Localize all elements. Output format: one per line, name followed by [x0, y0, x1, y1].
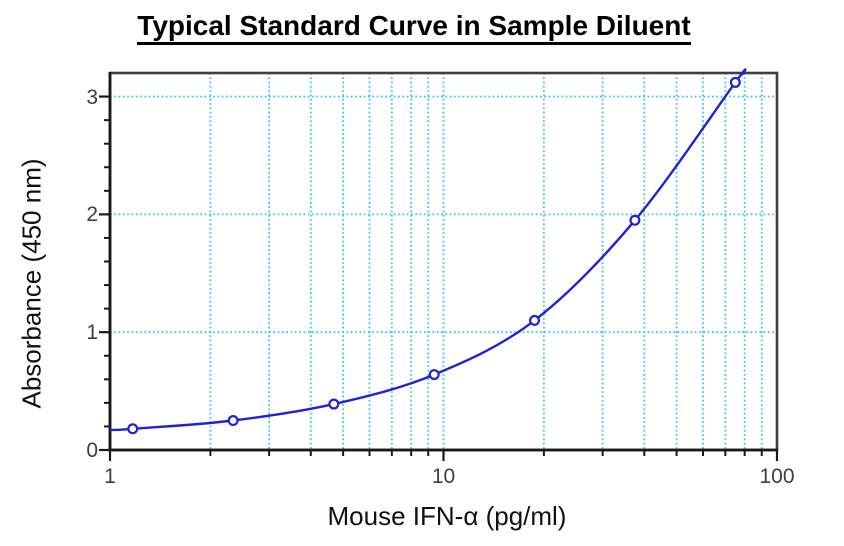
- data-point-marker: [227, 415, 239, 427]
- data-point-marker: [629, 214, 641, 226]
- data-point-marker: [428, 369, 440, 381]
- y-tick-label: 2: [86, 203, 98, 227]
- standard-curve: [109, 68, 747, 432]
- data-point-marker: [328, 398, 340, 410]
- chart-title: Typical Standard Curve in Sample Diluent: [0, 10, 828, 45]
- y-tick-label: 1: [86, 321, 98, 345]
- y-tick-label: 3: [86, 85, 98, 109]
- x-axis-title: Mouse IFN-α (pg/ml): [327, 501, 567, 531]
- y-axis-title: Absorbance (450 nm): [16, 158, 47, 409]
- data-point-marker: [729, 76, 741, 88]
- x-tick-label: 10: [431, 465, 456, 488]
- x-tick-label: 1: [104, 465, 116, 488]
- data-point-marker: [127, 423, 139, 435]
- x-tick-label: 100: [759, 465, 795, 488]
- y-tick-label: 0: [86, 439, 98, 462]
- data-point-marker: [529, 314, 541, 326]
